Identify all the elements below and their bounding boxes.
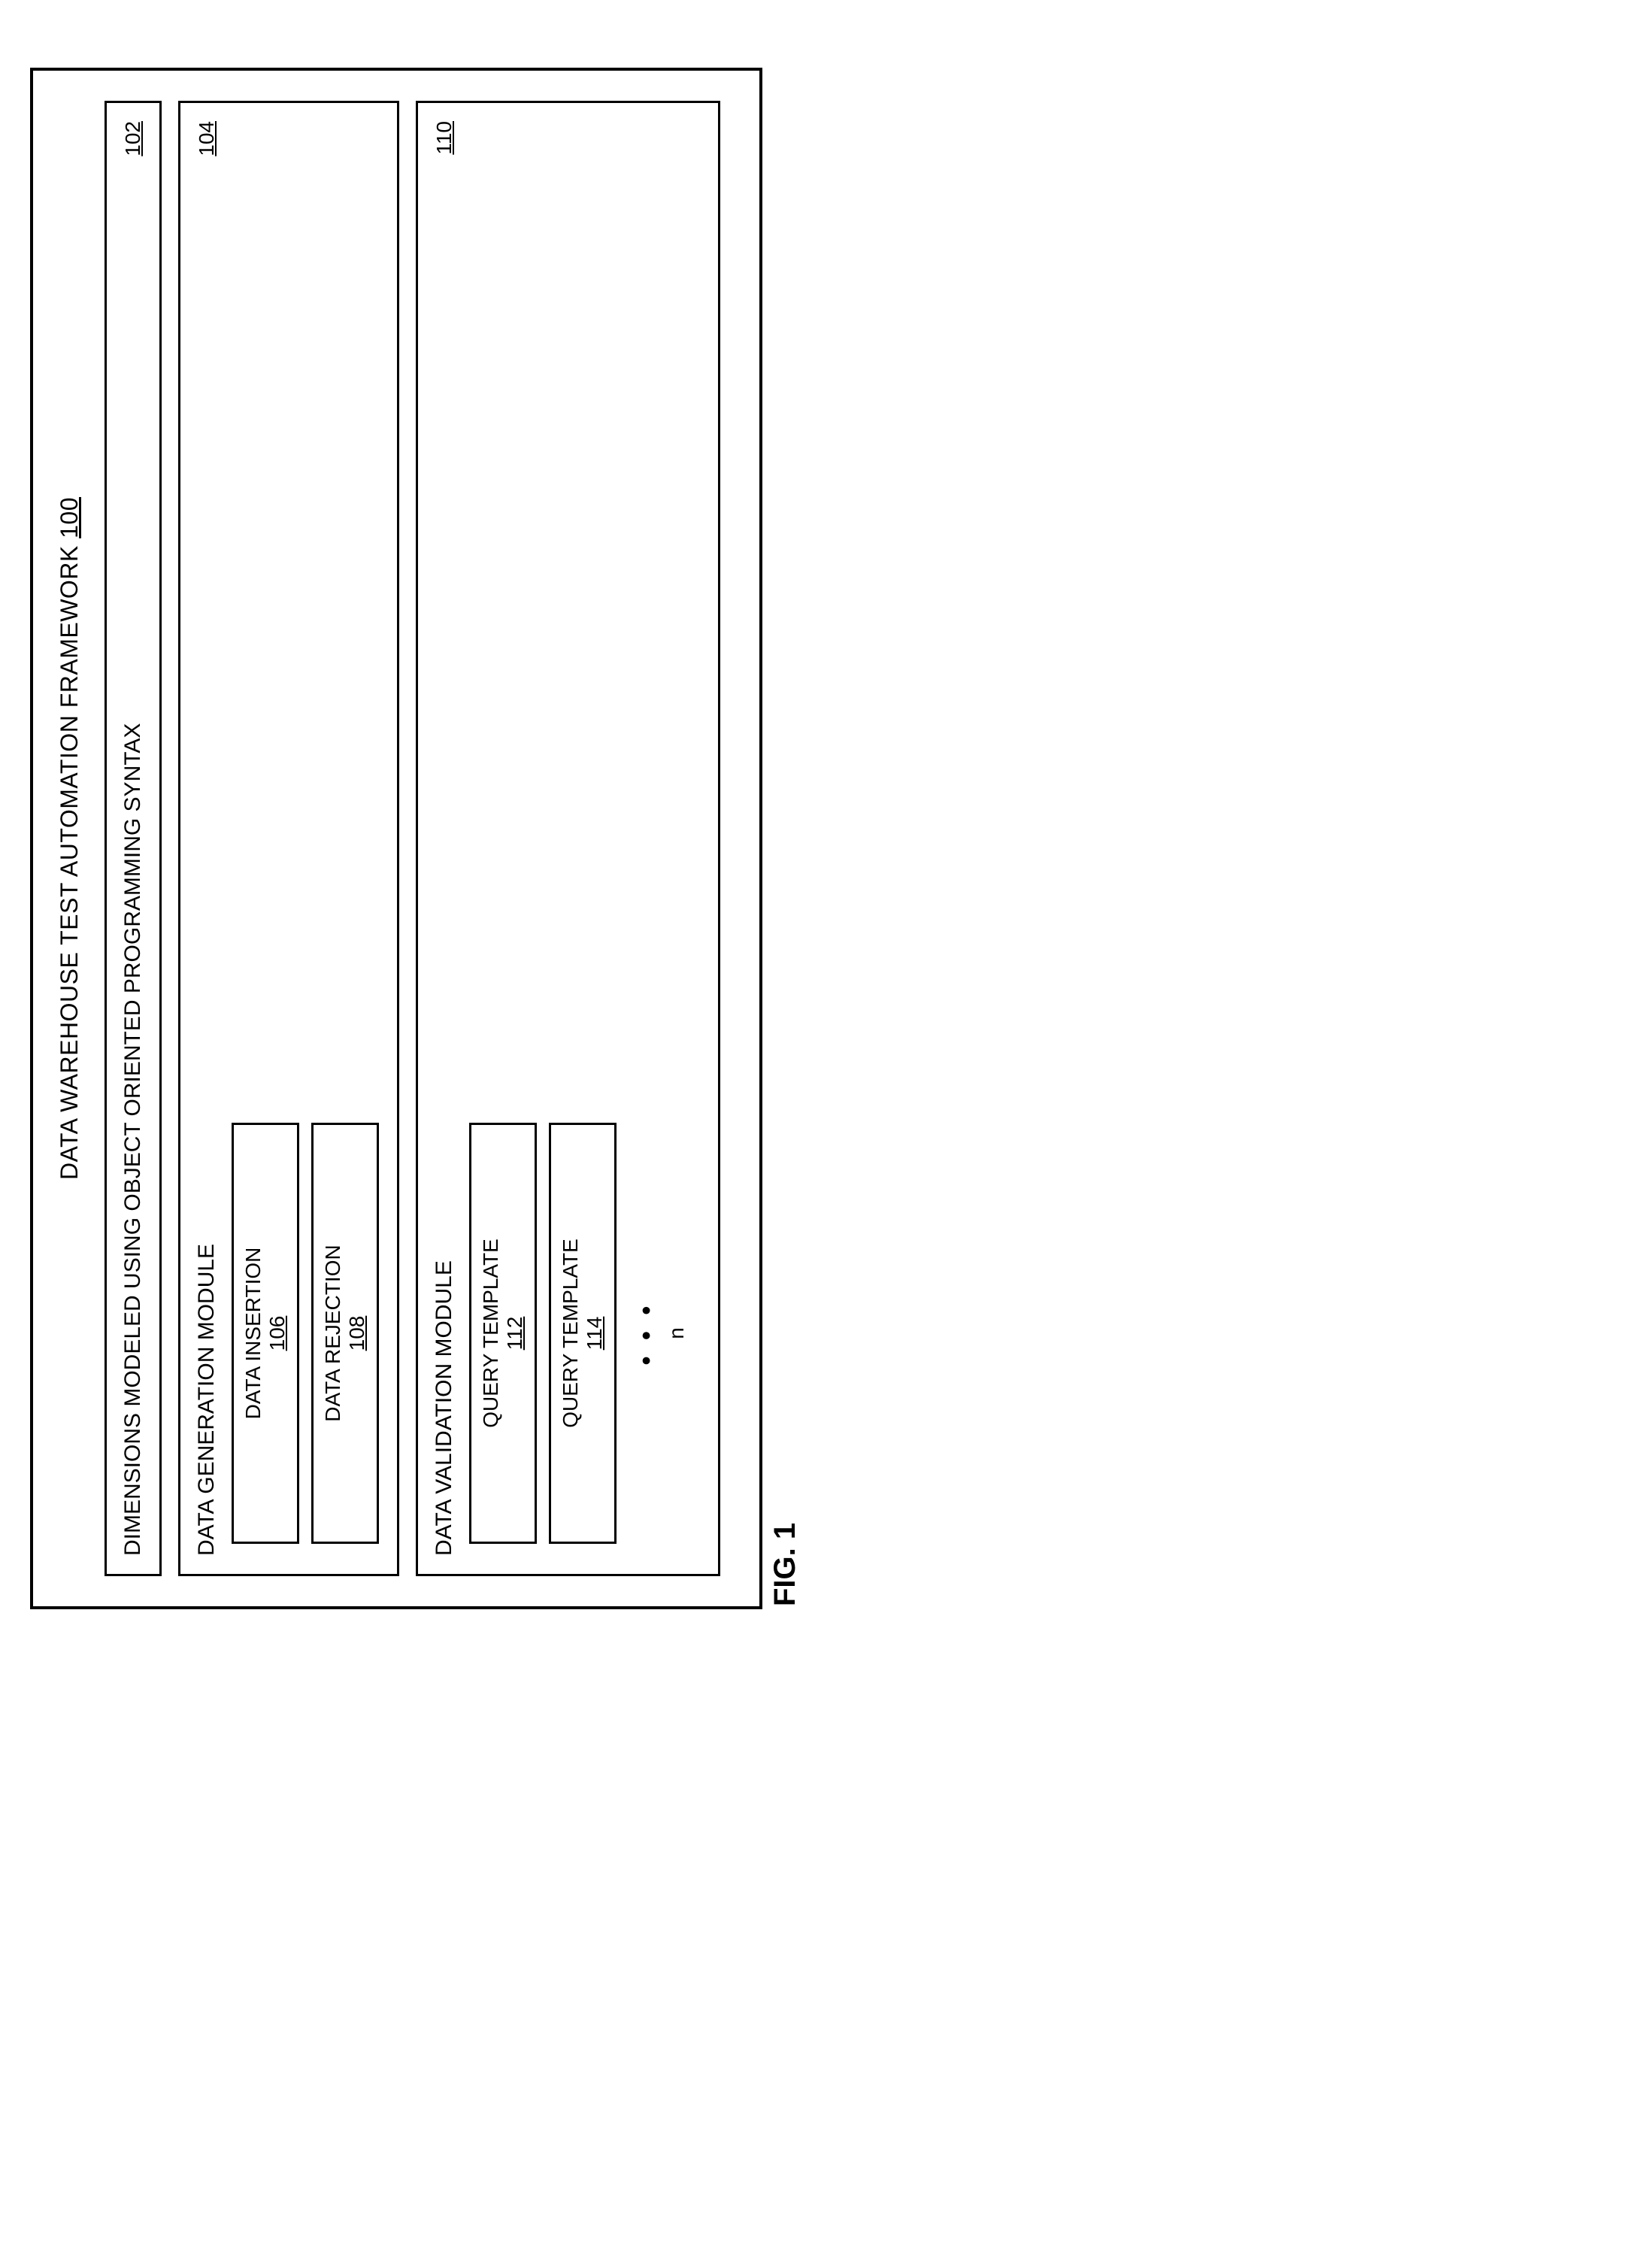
dimensions-box-ref: 102 (121, 121, 145, 156)
query-template-2-ref: 114 (583, 1317, 607, 1351)
dimensions-box-text: DIMENSIONS MODELED USING OBJECT ORIENTED… (120, 723, 146, 1556)
query-template-box-2: QUERY TEMPLATE 114 (549, 1123, 617, 1544)
validation-module-ref: 110 (432, 121, 456, 155)
dimensions-box: DIMENSIONS MODELED USING OBJECT ORIENTED… (105, 101, 162, 1576)
validation-module: DATA VALIDATION MODULE 110 QUERY TEMPLAT… (416, 101, 720, 1576)
continuation-n: n (663, 1327, 690, 1339)
query-template-1-label: QUERY TEMPLATE (479, 1239, 503, 1428)
query-template-box-1: QUERY TEMPLATE 112 (469, 1123, 537, 1544)
generation-module-header: DATA GENERATION MODULE 104 (194, 121, 220, 1556)
data-insertion-box: DATA INSERTION 106 (232, 1123, 299, 1544)
generation-module: DATA GENERATION MODULE 104 DATA INSERTIO… (178, 101, 399, 1576)
framework-container: DATA WAREHOUSE TEST AUTOMATION FRAMEWORK… (30, 68, 762, 1609)
validation-module-title: DATA VALIDATION MODULE (432, 1260, 457, 1556)
query-template-2-label: QUERY TEMPLATE (559, 1239, 583, 1428)
data-rejection-label: DATA REJECTION (321, 1245, 345, 1421)
query-template-1-ref: 112 (503, 1317, 527, 1351)
data-insertion-label: DATA INSERTION (241, 1248, 265, 1420)
ellipsis-block: • • • n (630, 1123, 691, 1544)
data-insertion-ref: 106 (265, 1316, 289, 1351)
generation-module-ref: 104 (195, 121, 219, 156)
framework-title-ref: 100 (56, 497, 83, 538)
ellipsis-dots: • • • (630, 1302, 663, 1366)
data-rejection-box: DATA REJECTION 108 (311, 1123, 379, 1544)
generation-module-title: DATA GENERATION MODULE (194, 1244, 220, 1556)
validation-module-header: DATA VALIDATION MODULE 110 (432, 121, 457, 1556)
framework-title: DATA WAREHOUSE TEST AUTOMATION FRAMEWORK… (56, 101, 83, 1576)
data-rejection-ref: 108 (345, 1316, 369, 1351)
figure-label: FIG. 1 (768, 68, 802, 1606)
framework-title-text: DATA WAREHOUSE TEST AUTOMATION FRAMEWORK (56, 545, 83, 1180)
